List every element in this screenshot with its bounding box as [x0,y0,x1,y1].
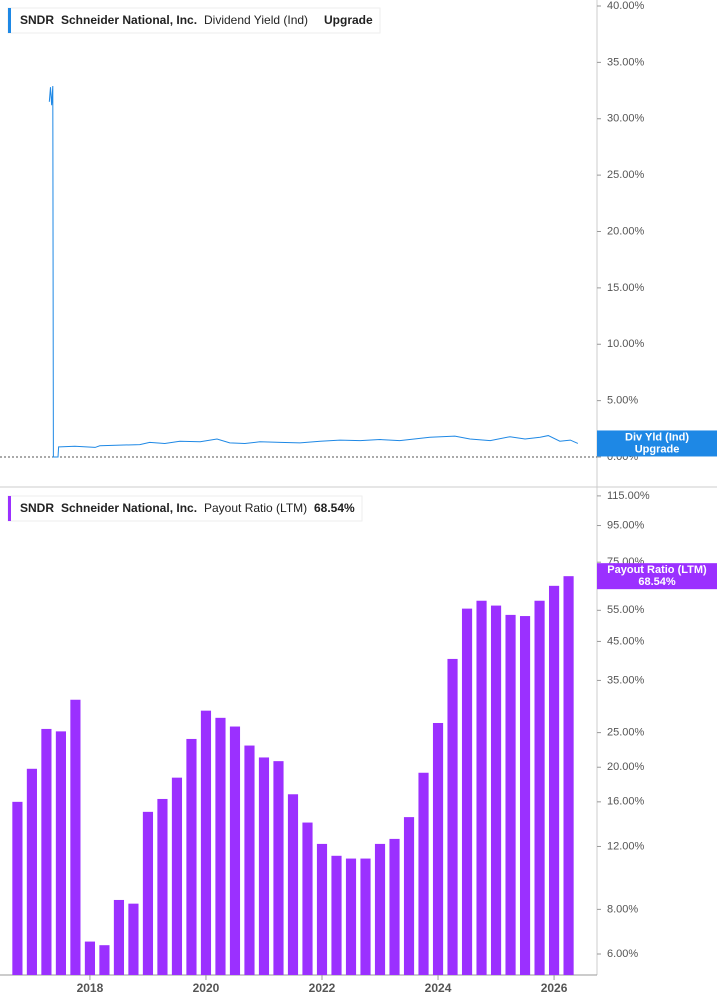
bar [548,585,560,975]
bar [374,843,386,975]
x-tick-label: 2020 [193,981,220,995]
bar [99,945,110,975]
bar [534,600,545,975]
bar [186,738,197,975]
y-tick-label: 12.00% [607,840,645,852]
legend-company: Schneider National, Inc. [61,13,197,27]
badge-label: Payout Ratio (LTM) [607,564,707,576]
badge-value: 68.54% [638,576,676,588]
value-badge [597,563,717,590]
bar [389,838,400,975]
bar [345,858,357,975]
bar [26,768,37,975]
x-tick-label: 2026 [541,981,568,995]
legend-box [7,7,381,34]
bar [447,658,458,975]
y-tick-label: 8.00% [607,903,638,915]
y-tick-label: 25.00% [607,169,645,181]
bar [41,728,52,975]
value-badge [597,430,717,457]
legend-value: 68.54% [314,501,355,515]
y-tick-label: 55.00% [607,604,645,616]
legend-upgrade[interactable]: Upgrade [324,13,373,27]
bar [505,614,516,975]
legend-marker [8,496,11,521]
y-tick-label: 115.00% [607,490,650,502]
y-tick-label: 35.00% [607,674,645,686]
bar [563,576,574,975]
bar [142,811,154,975]
legend-ticker: SNDR [20,501,54,515]
y-tick-label: 25.00% [607,727,645,739]
bar [70,699,81,975]
bar [12,801,23,975]
x-tick-label: 2024 [425,981,452,995]
bar [331,855,342,975]
y-tick-label: 95.00% [607,519,645,531]
x-tick-label: 2018 [77,981,104,995]
bar [157,798,168,975]
bar [432,722,444,975]
x-tick-label: 2022 [309,981,336,995]
bar [273,761,284,975]
bar [258,757,270,975]
badge-label: Div Yld (Ind) [625,431,689,443]
y-tick-label: 15.00% [607,282,645,294]
bar [490,605,502,975]
y-tick-label: 40.00% [607,0,645,12]
bar [302,822,313,975]
legend-series: Payout Ratio (LTM) [204,501,307,515]
legend-series: Dividend Yield (Ind) [204,13,308,27]
y-tick-label: 20.00% [607,761,645,773]
bar [84,941,96,975]
bar [229,726,241,975]
bar [360,858,371,975]
badge-upgrade[interactable]: Upgrade [635,443,680,455]
y-tick-label: 20.00% [607,225,645,237]
bar [200,710,212,975]
bar [418,772,429,975]
bar [476,600,487,975]
bar [128,903,139,975]
bar [403,817,415,975]
y-tick-label: 45.00% [607,635,645,647]
bar [519,616,531,975]
bar [316,843,328,975]
legend-company: Schneider National, Inc. [61,501,197,515]
y-tick-label: 5.00% [607,395,638,407]
y-tick-label: 10.00% [607,338,645,350]
y-tick-label: 6.00% [607,948,638,960]
legend-marker [8,8,11,33]
bar [461,608,473,975]
legend-ticker: SNDR [20,13,54,27]
bar [55,731,66,975]
y-tick-label: 35.00% [607,56,645,68]
bar [244,745,255,975]
line [48,86,579,458]
y-tick-label: 16.00% [607,796,645,808]
bar [215,717,226,975]
bar [287,794,299,975]
bar [171,777,183,975]
bar [113,899,125,975]
y-tick-label: 30.00% [607,113,645,125]
